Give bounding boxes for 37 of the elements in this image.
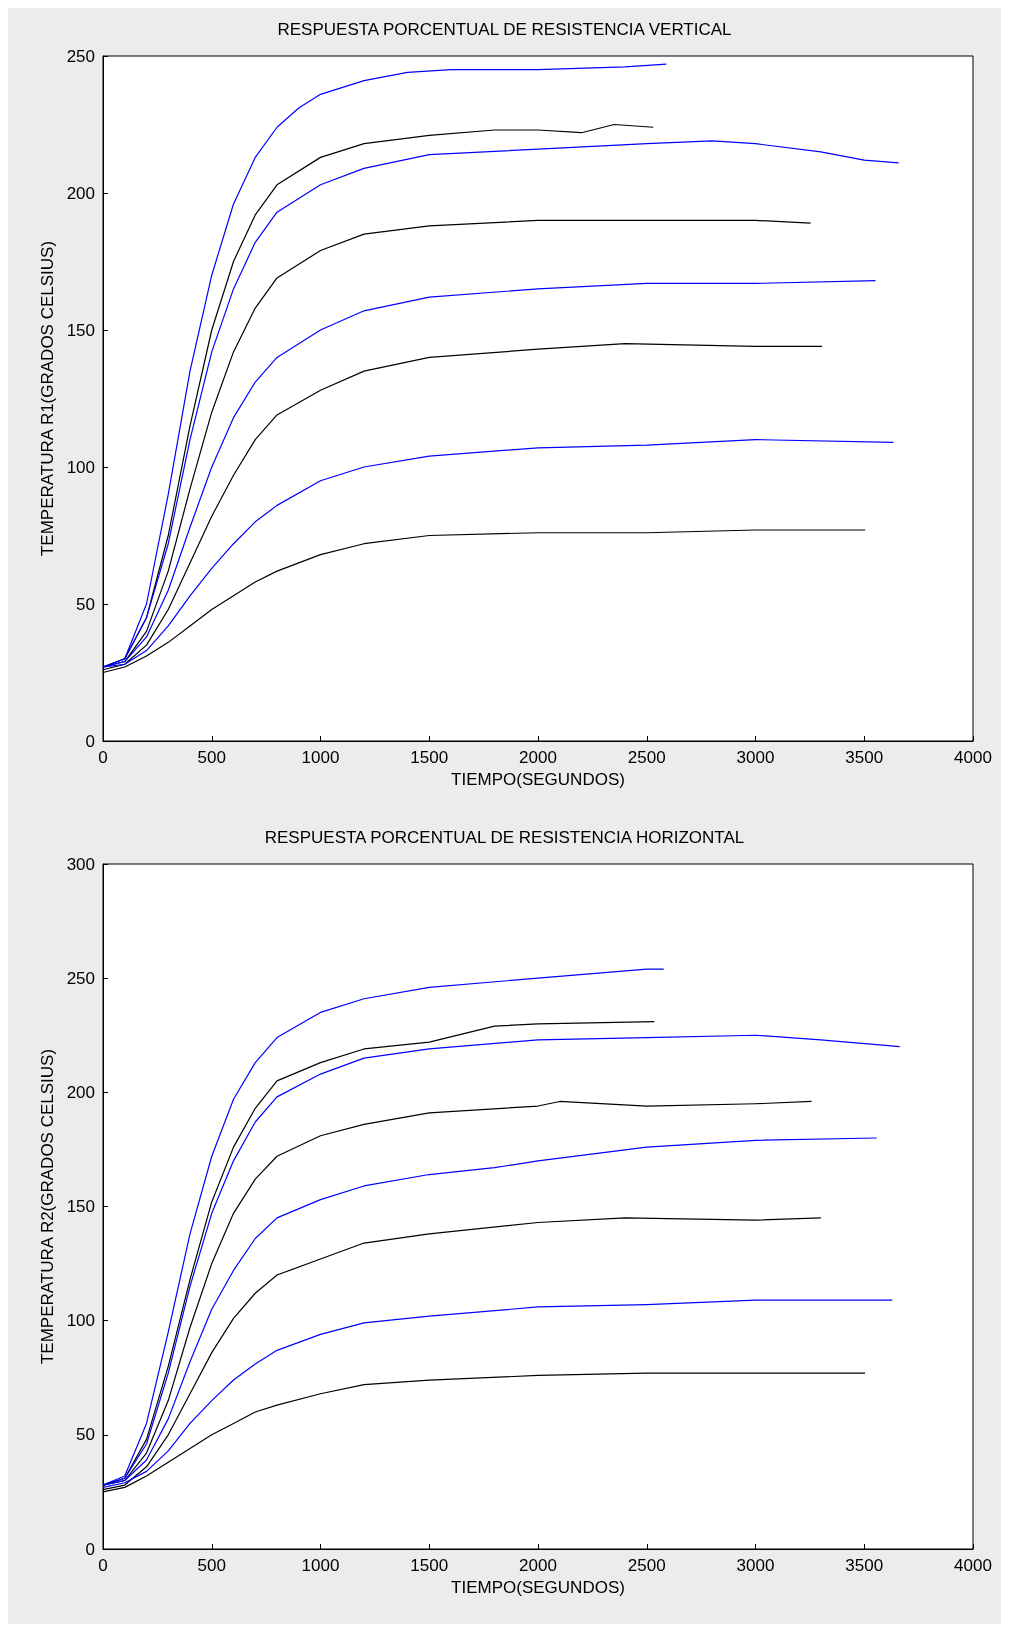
y-tick-label: 50 (76, 594, 95, 614)
x-tick-label: 500 (197, 1556, 226, 1575)
x-axis-title: TIEMPO(SEGUNDOS) (451, 1578, 625, 1597)
y-axis-title: TEMPERATURA R2(GRADOS CELSIUS) (37, 1048, 57, 1365)
y-tick-label: 150 (66, 1197, 95, 1216)
y-tick-label: 200 (66, 1082, 95, 1102)
x-tick-label: 500 (197, 748, 226, 767)
x-tick-label: 2000 (519, 748, 557, 767)
x-tick-label: 3500 (845, 1556, 884, 1575)
x-tick-label: 2500 (627, 1556, 666, 1575)
y-tick-label: 50 (76, 1425, 95, 1445)
x-tick-label: 3000 (736, 1556, 775, 1575)
x-tick-label: 0 (98, 748, 108, 767)
x-tick-label: 2500 (627, 748, 666, 767)
y-tick-label: 300 (66, 854, 95, 874)
x-tick-label: 0 (98, 1556, 108, 1575)
chart-title: RESPUESTA PORCENTUAL DE RESISTENCIA VERTICAL (277, 20, 732, 39)
x-tick-label: 1500 (410, 748, 449, 767)
y-tick-label: 100 (66, 1311, 95, 1331)
x-axis-title: TIEMPO(SEGUNDOS) (451, 770, 625, 789)
x-tick-label: 3000 (736, 748, 775, 767)
y-tick-label: 200 (66, 183, 95, 203)
x-tick-label: 1000 (301, 1556, 340, 1575)
y-tick-label: 250 (66, 968, 95, 988)
x-tick-label: 1000 (301, 748, 340, 767)
y-tick-label: 150 (66, 320, 95, 340)
x-tick-label: 4000 (954, 1556, 992, 1575)
y-tick-label: 100 (66, 457, 95, 477)
y-tick-label: 0 (85, 1539, 95, 1559)
y-tick-label: 0 (85, 731, 95, 751)
x-tick-label: 2000 (519, 1556, 557, 1575)
x-tick-label: 4000 (954, 748, 992, 767)
y-axis-title: TEMPERATURA R1(GRADOS CELSIUS) (37, 240, 57, 557)
x-tick-label: 1500 (410, 1556, 449, 1575)
y-tick-label: 250 (66, 46, 95, 66)
chart-title: RESPUESTA PORCENTUAL DE RESISTENCIA HORIZONTAL (264, 828, 745, 847)
x-tick-label: 3500 (845, 748, 884, 767)
